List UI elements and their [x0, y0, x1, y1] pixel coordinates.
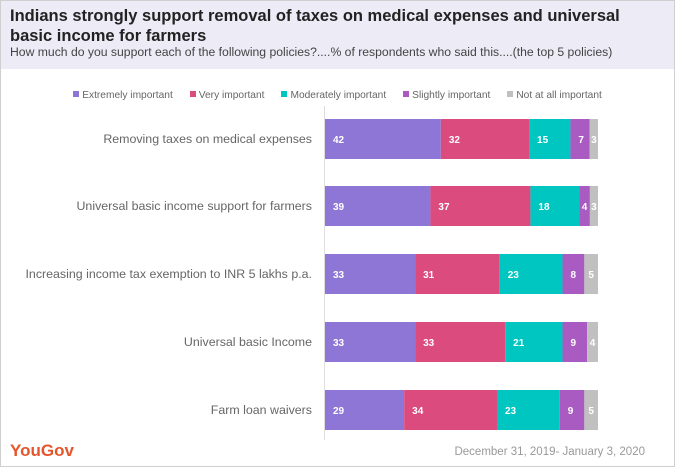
bar-segment	[530, 186, 580, 226]
bar-segment	[584, 390, 598, 430]
bar-segment	[589, 119, 598, 159]
data-label: 9	[568, 406, 574, 417]
data-label: 37	[438, 202, 450, 213]
legend-swatch	[507, 91, 514, 97]
data-label: 8	[571, 270, 577, 281]
data-label: 5	[588, 270, 594, 281]
data-label: 33	[333, 270, 345, 281]
survey-date: December 31, 2019- January 3, 2020	[454, 446, 645, 458]
bar-segment	[325, 390, 405, 430]
data-label: 31	[423, 270, 435, 281]
bar-segment	[325, 322, 416, 362]
bar-segment	[440, 119, 530, 159]
data-label: 34	[412, 406, 424, 417]
data-label: 3	[591, 202, 597, 213]
legend-swatch	[281, 91, 288, 97]
bar-segment	[499, 254, 563, 294]
bar-segment	[584, 254, 598, 294]
bar-segment	[529, 119, 571, 159]
chart-subtitle: How much do you support each of the foll…	[10, 45, 613, 59]
data-label: 42	[333, 135, 345, 146]
data-label: 33	[333, 338, 345, 349]
bar-segment	[404, 390, 497, 430]
bar-segment	[496, 390, 560, 430]
bar-segment	[562, 322, 588, 362]
legend-item: Moderately important	[281, 90, 386, 101]
bar-segment	[415, 322, 506, 362]
legend: Extremely important Very important Moderat…	[0, 90, 675, 101]
data-label: 9	[571, 338, 577, 349]
legend-label: Extremely important	[82, 90, 173, 101]
bar-segment	[579, 186, 590, 226]
bar-segment	[559, 390, 585, 430]
category-label: Universal basic Income	[184, 335, 312, 349]
category-label: Removing taxes on medical expenses	[103, 132, 312, 146]
legend-label: Slightly important	[412, 90, 491, 101]
data-label: 29	[333, 406, 345, 417]
legend-item: Extremely important	[73, 90, 173, 101]
legend-item: Slightly important	[403, 90, 490, 101]
bar-segment	[562, 254, 585, 294]
legend-swatch	[189, 91, 196, 97]
legend-label: Very important	[198, 90, 265, 101]
data-label: 4	[582, 202, 588, 213]
bar-segment	[505, 322, 563, 362]
data-label: 21	[513, 338, 525, 349]
legend-swatch	[73, 91, 80, 97]
bar-segment	[589, 186, 598, 226]
data-label: 3	[591, 135, 597, 146]
legend-label: Moderately important	[290, 90, 387, 101]
bar-segment	[325, 254, 416, 294]
data-label: 23	[505, 406, 517, 417]
category-label: Increasing income tax exemption to INR 5…	[25, 267, 312, 281]
bar-segment	[587, 322, 598, 362]
data-label: 18	[538, 202, 550, 213]
bar-segment	[570, 119, 590, 159]
legend-swatch	[403, 91, 410, 97]
data-label: 7	[578, 135, 584, 146]
legend-label: Not at all important	[516, 90, 602, 101]
category-label: Universal basic income support for farme…	[76, 199, 312, 213]
data-label: 15	[537, 135, 549, 146]
chart-title: Indians strongly support removal of taxe…	[10, 7, 620, 45]
yougov-logo: YouGov	[10, 441, 74, 460]
data-label: 39	[333, 202, 345, 213]
category-label: Farm loan waivers	[211, 403, 312, 417]
legend-item: Very important	[189, 90, 265, 101]
bar-segment	[325, 186, 431, 226]
data-label: 32	[449, 135, 461, 146]
data-label: 23	[508, 270, 520, 281]
data-label: 4	[590, 338, 596, 349]
chart-header: Indians strongly support removal of taxe…	[1, 1, 674, 69]
bar-segment	[325, 119, 441, 159]
legend-item: Not at all important	[507, 90, 602, 101]
bar-segment	[430, 186, 531, 226]
data-label: 5	[588, 406, 594, 417]
bar-segment	[415, 254, 500, 294]
data-label: 33	[423, 338, 435, 349]
